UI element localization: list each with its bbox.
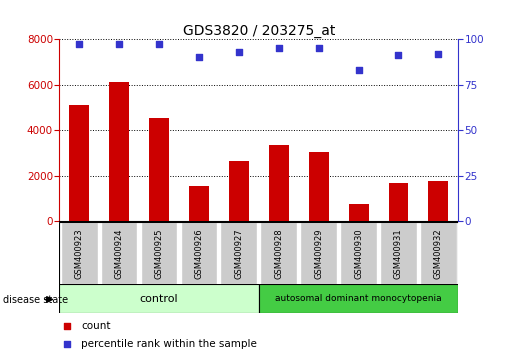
Point [63,341,71,347]
Bar [428,181,449,221]
Text: GSM400928: GSM400928 [274,228,283,279]
Text: GSM400926: GSM400926 [195,228,203,279]
Bar [141,222,177,285]
Text: disease state: disease state [3,295,67,305]
Bar [388,183,408,221]
Text: GSM400923: GSM400923 [75,228,83,279]
Bar [181,222,217,285]
Bar [259,284,458,313]
Point [354,67,363,73]
Text: GSM400925: GSM400925 [154,228,163,279]
Bar [308,152,329,221]
Bar [220,222,257,285]
Text: count: count [81,321,111,331]
Bar [59,284,259,313]
Bar [300,222,337,285]
Bar [261,222,297,285]
Point [63,324,71,329]
Text: GSM400931: GSM400931 [394,228,403,279]
Point [274,45,283,51]
Text: GSM400930: GSM400930 [354,228,363,279]
Point [315,45,323,51]
Text: GSM400929: GSM400929 [314,228,323,279]
Text: GSM400932: GSM400932 [434,228,443,279]
Bar [269,145,289,221]
Bar [420,222,457,285]
Bar [340,222,377,285]
Point [75,41,83,47]
Bar [380,222,417,285]
Point [394,52,403,58]
Bar [69,105,89,221]
Bar [101,222,138,285]
Text: percentile rank within the sample: percentile rank within the sample [81,339,257,349]
Text: control: control [140,294,178,304]
Text: GSM400924: GSM400924 [115,228,124,279]
Text: GSM400927: GSM400927 [234,228,243,279]
Bar [109,82,129,221]
Point [155,41,163,47]
Text: autosomal dominant monocytopenia: autosomal dominant monocytopenia [275,294,442,303]
Bar [61,222,97,285]
Bar [189,186,209,221]
Bar [349,204,369,221]
Point [115,41,123,47]
Point [195,54,203,60]
Title: GDS3820 / 203275_at: GDS3820 / 203275_at [183,24,335,38]
Bar [149,118,169,221]
Point [235,49,243,55]
Point [434,51,442,56]
Bar [229,161,249,221]
